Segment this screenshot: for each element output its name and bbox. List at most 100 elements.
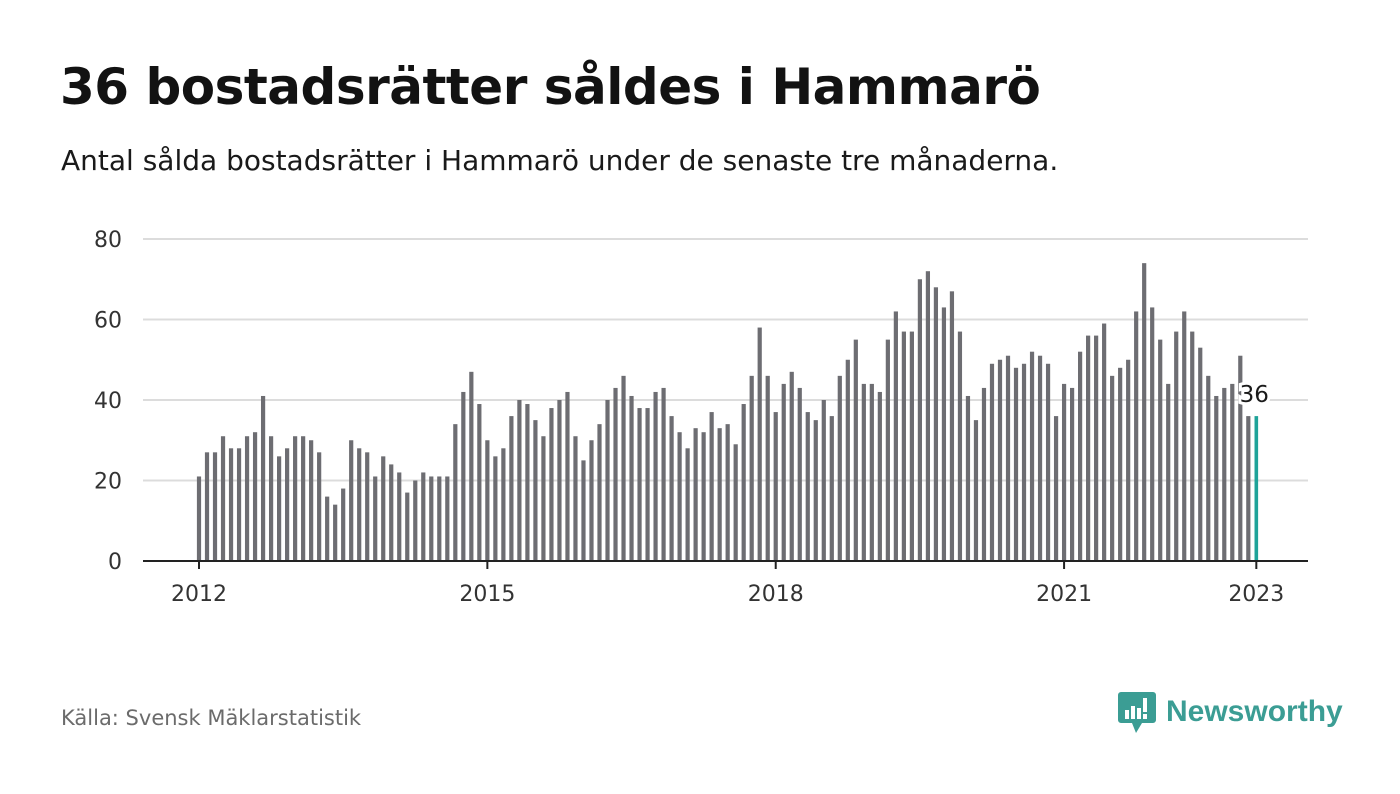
bar: [285, 448, 290, 561]
bar: [1037, 355, 1043, 561]
bar: [357, 448, 362, 561]
bar: [389, 464, 394, 561]
bar: [733, 444, 738, 561]
bar: [301, 436, 306, 561]
bar: [653, 391, 658, 561]
bar: [861, 383, 866, 561]
bar: [773, 412, 778, 561]
bar-highlight: [1254, 416, 1259, 561]
bar: [973, 420, 979, 561]
bar: [1158, 339, 1163, 561]
last-value-label: 36: [1240, 382, 1269, 408]
bar: [236, 448, 242, 561]
bar: [309, 440, 314, 561]
chart-subtitle: Antal sålda bostadsrätter i Hammarö unde…: [61, 144, 1059, 177]
y-tick-label: 0: [108, 550, 122, 575]
bar: [1222, 387, 1227, 561]
bar: [373, 476, 378, 561]
bar: [901, 331, 906, 561]
bar: [781, 383, 786, 561]
bar: [645, 408, 650, 561]
bar: [397, 472, 402, 561]
bar: [573, 436, 578, 561]
bar: [981, 387, 987, 561]
bar: [909, 331, 914, 561]
x-tick-label: 2023: [1228, 582, 1284, 607]
x-tick-label: 2021: [1036, 582, 1092, 607]
bar: [949, 291, 955, 561]
bar: [1246, 416, 1251, 561]
brand-name: Newsworthy: [1166, 695, 1343, 728]
bar: [1021, 363, 1027, 561]
bar: [581, 460, 586, 561]
bar: [381, 456, 386, 561]
bar: [621, 375, 626, 561]
bar: [204, 452, 210, 561]
bar: [260, 395, 266, 561]
bar: [845, 359, 850, 561]
y-tick-label: 80: [94, 228, 122, 253]
bar: [989, 363, 995, 561]
bar: [1182, 311, 1187, 561]
bar: [1238, 355, 1243, 561]
bar: [469, 371, 474, 561]
bar: [437, 476, 442, 561]
bar: [341, 488, 346, 561]
brand-logo: Newsworthy: [1118, 690, 1343, 734]
bar: [413, 480, 418, 561]
bar: [877, 391, 882, 561]
bar: [1110, 375, 1115, 561]
source-note: Källa: Svensk Mäklarstatistik: [61, 706, 362, 730]
chart-title: 36 bostadsrätter såldes i Hammarö: [60, 58, 1041, 116]
bar: [493, 456, 498, 561]
bar: [589, 440, 594, 561]
bar: [549, 408, 554, 561]
bar: [853, 339, 858, 561]
bar: [693, 428, 698, 561]
bar: [757, 327, 762, 561]
bar: [565, 391, 570, 561]
bar: [765, 375, 770, 561]
bar: [212, 452, 218, 561]
bar: [220, 436, 226, 561]
bar: [461, 391, 466, 561]
bar: [1094, 335, 1099, 561]
bar: [661, 387, 666, 561]
bar: [933, 287, 939, 561]
bar: [421, 472, 426, 561]
bar: [1118, 367, 1123, 561]
bar: [429, 476, 434, 561]
x-tick-label: 2015: [459, 582, 515, 607]
bar: [1142, 263, 1147, 561]
y-tick-label: 40: [94, 389, 122, 414]
bar: [685, 448, 690, 561]
bar: [477, 404, 482, 561]
bar: [333, 504, 338, 561]
bar: [196, 476, 202, 561]
bar: [677, 432, 682, 561]
bar: [228, 448, 234, 561]
newsworthy-logo-icon: [1118, 692, 1156, 733]
bar: [1174, 331, 1179, 561]
bar: [365, 452, 370, 561]
bar: [741, 404, 746, 561]
bar: [1134, 311, 1139, 561]
y-tick-label: 60: [94, 309, 122, 334]
bar: [869, 383, 874, 561]
bar: [349, 440, 354, 561]
bar: [277, 456, 282, 561]
bar: [597, 424, 602, 561]
bar: [1150, 307, 1155, 561]
bar: [789, 371, 794, 561]
bar: [268, 436, 274, 561]
x-tick-label: 2018: [748, 582, 804, 607]
bar: [1214, 395, 1219, 561]
bar: [701, 432, 706, 561]
bar: [325, 496, 330, 561]
bar: [1230, 383, 1235, 561]
bar: [925, 271, 931, 561]
bar: [501, 448, 506, 561]
bar: [1053, 416, 1059, 561]
bar: [1029, 351, 1035, 561]
